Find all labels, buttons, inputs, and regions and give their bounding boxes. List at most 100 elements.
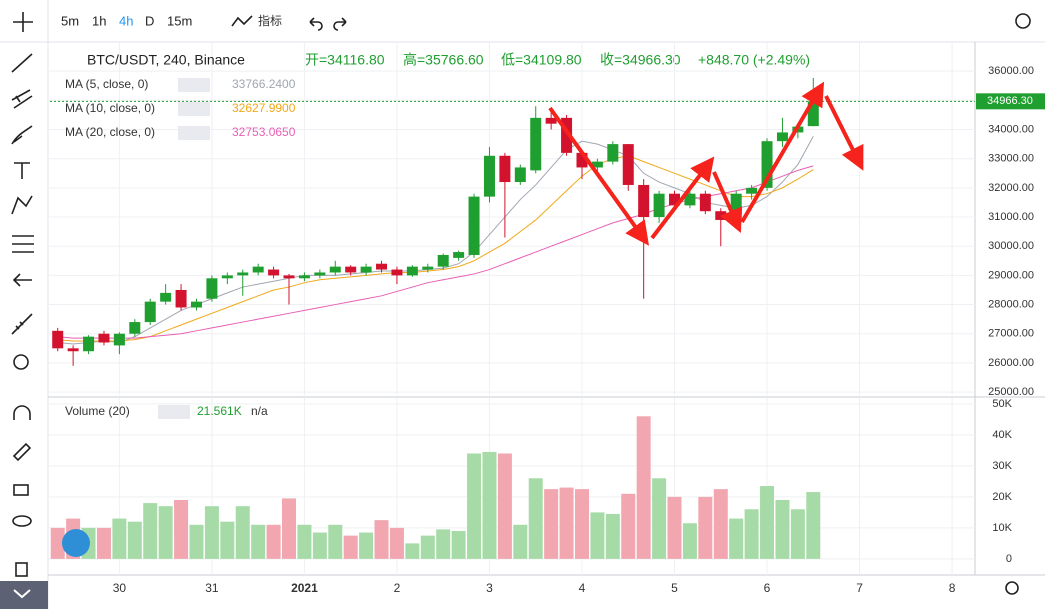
candle-body <box>268 269 280 276</box>
indicators-button[interactable]: 指标 <box>258 13 282 28</box>
volume-bar <box>528 478 543 559</box>
volume-bar <box>436 529 451 559</box>
text-tool[interactable] <box>14 162 30 179</box>
y-tick-label: 27000.00 <box>988 328 1034 340</box>
volume-bar <box>189 524 204 559</box>
candle-body <box>376 263 388 270</box>
prediction-tool[interactable] <box>12 235 34 253</box>
y-tick-label: 29000.00 <box>988 269 1034 281</box>
interval-button[interactable]: 5m <box>61 13 79 28</box>
candle-body <box>622 144 634 185</box>
volume-legend-extra: n/a <box>251 404 268 418</box>
settings-button[interactable] <box>1015 13 1031 29</box>
eye-tool[interactable] <box>12 515 32 527</box>
volume-bar <box>50 527 65 559</box>
candle-body <box>221 275 233 279</box>
zoom-tool[interactable] <box>13 354 29 370</box>
volume-bar <box>605 513 620 559</box>
y-tick-label: 33000.00 <box>988 153 1034 165</box>
ma-legend-value: 32753.0650 <box>232 125 296 139</box>
ohlc-field: 低=34109.80 <box>501 52 582 68</box>
measure-tool[interactable] <box>11 313 33 335</box>
candle-body <box>761 141 773 188</box>
ohlc-field: 高=35766.60 <box>403 52 484 68</box>
y-tick-label: 34000.00 <box>988 123 1034 135</box>
y-tick-label: 50K <box>992 398 1012 410</box>
ohlc-field: 收=34966.30 <box>600 52 681 68</box>
y-tick-label: 40K <box>992 429 1012 441</box>
volume-bar <box>744 509 759 559</box>
back-tool[interactable] <box>12 273 32 287</box>
line-tool[interactable] <box>11 53 33 73</box>
candle-body <box>129 322 141 334</box>
fib-tool[interactable] <box>11 89 33 109</box>
ma-line <box>57 155 814 342</box>
candle-body <box>144 301 156 323</box>
lock-draw-tool[interactable] <box>12 442 32 462</box>
y-tick-label: 30K <box>992 460 1012 472</box>
undo-button[interactable] <box>309 17 323 31</box>
y-tick-label: 26000.00 <box>988 357 1034 369</box>
y-tick-label: 10K <box>992 522 1012 534</box>
candle-body <box>807 101 819 127</box>
candle-body <box>283 275 295 279</box>
candle-body <box>98 333 110 343</box>
trash-tool[interactable] <box>15 562 28 577</box>
volume-bar <box>158 506 173 559</box>
left-toolbar <box>0 12 48 609</box>
volume-bar <box>328 524 343 559</box>
x-tick-label: 2 <box>394 581 401 595</box>
y-tick-label: 32000.00 <box>988 182 1034 194</box>
ma-legend-value: 33766.2400 <box>232 77 296 91</box>
volume-bar <box>574 489 589 559</box>
axis-settings-button[interactable] <box>1005 581 1019 595</box>
legend-buttons <box>178 126 210 140</box>
y-tick-label: 25000.00 <box>988 386 1034 398</box>
candle-body <box>406 266 418 276</box>
redo-button[interactable] <box>333 17 347 31</box>
interval-button[interactable]: D <box>145 13 154 28</box>
interval-button[interactable]: 1h <box>92 13 106 28</box>
cross-tool[interactable] <box>13 12 33 32</box>
candle-body <box>591 161 603 168</box>
candle-body <box>237 272 249 276</box>
volume-bar <box>682 523 697 559</box>
arrow <box>712 171 743 233</box>
volume-bar <box>513 524 528 559</box>
candle-body <box>206 278 218 299</box>
y-tick-label: 20K <box>992 491 1012 503</box>
y-tick-label: 31000.00 <box>988 211 1034 223</box>
candle-body <box>483 155 495 197</box>
volume-bar <box>174 499 189 559</box>
candle-body <box>113 333 125 346</box>
candle-body <box>298 275 310 279</box>
volume-bar <box>251 524 266 559</box>
candle-body <box>360 266 372 273</box>
lock-tool[interactable] <box>13 484 29 496</box>
volume-bar <box>775 499 790 559</box>
candle-body <box>561 117 573 153</box>
interval-button[interactable]: 15m <box>167 13 192 28</box>
candle-body <box>314 272 326 276</box>
volume-bar <box>359 532 374 559</box>
interval-button[interactable]: 4h <box>119 13 133 28</box>
x-tick-label: 8 <box>949 581 956 595</box>
magnet-tool[interactable] <box>13 405 31 420</box>
volume-bar <box>96 527 111 559</box>
candle-body <box>437 254 449 267</box>
annotation-arrows <box>548 81 864 246</box>
brush-tool[interactable] <box>11 125 33 145</box>
volume-bar <box>220 521 235 559</box>
y-tick-label: 30000.00 <box>988 240 1034 252</box>
arrow <box>740 81 825 224</box>
candle-body <box>52 330 64 349</box>
volume-bar <box>143 503 158 559</box>
indicator-icon <box>231 15 253 27</box>
y-tick-label: 0 <box>1006 553 1012 565</box>
pattern-tool[interactable] <box>11 195 33 215</box>
volume-bar <box>420 535 435 559</box>
volume-bar <box>713 489 728 559</box>
candle-body <box>746 187 758 194</box>
x-tick-label: 5 <box>671 581 678 595</box>
